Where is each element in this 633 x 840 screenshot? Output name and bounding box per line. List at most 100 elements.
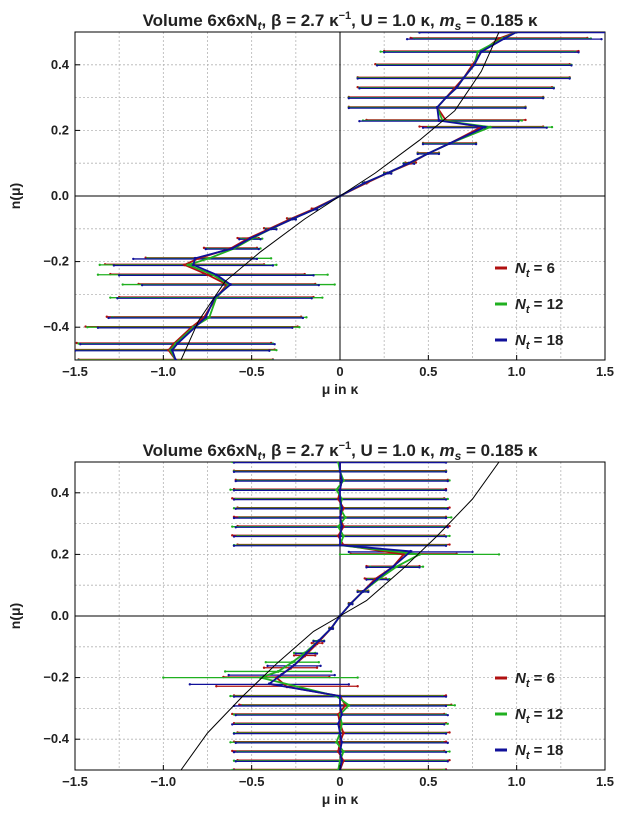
title-u: , U = 1.0 κ,	[351, 441, 439, 460]
legend-entry: Nt = 6	[515, 670, 555, 690]
legend-sub: t	[526, 268, 531, 280]
title-beta: , β = 2.7 κ	[262, 11, 340, 30]
title-beta: , β = 2.7 κ	[262, 441, 340, 460]
error-bar-cap	[96, 273, 100, 276]
error-bar-cap	[315, 666, 319, 669]
error-bar-cap	[444, 544, 448, 547]
error-bar-cap	[446, 526, 449, 529]
y-tick-label: 0.2	[51, 546, 69, 561]
title-sup: −1	[339, 10, 352, 22]
x-tick-label: 0.5	[419, 364, 437, 379]
error-bar-cap	[405, 37, 409, 41]
legend-entry: Nt = 18	[515, 742, 563, 762]
error-bar-cap	[446, 741, 449, 745]
data-point	[483, 125, 487, 129]
error-bar-cap	[86, 326, 89, 329]
data-point	[204, 315, 208, 319]
data-point	[338, 750, 342, 753]
data-point	[426, 151, 430, 155]
error-bar-cap	[474, 142, 478, 146]
legend-sub: t	[526, 714, 531, 726]
data-point	[338, 469, 342, 473]
title-end: = 0.185 κ	[461, 11, 538, 30]
error-bar-cap	[418, 125, 421, 128]
error-bar-cap	[347, 106, 351, 110]
error-bar-cap	[312, 274, 315, 277]
data-point	[338, 731, 342, 735]
error-bar-cap	[269, 257, 273, 260]
error-bar-cap	[413, 162, 416, 165]
title-prefix: Volume 6x6xN	[143, 11, 258, 30]
error-bar-cap	[444, 498, 448, 501]
legend-n: N	[515, 742, 527, 759]
error-bar-cap	[140, 283, 144, 287]
error-bar-cap	[418, 566, 421, 569]
error-bar-cap	[229, 694, 232, 698]
data-point	[338, 497, 342, 501]
data-point	[462, 76, 466, 80]
y-tick-label: 0.0	[51, 188, 69, 203]
data-point	[193, 256, 197, 260]
error-bar-cap	[117, 274, 121, 277]
data-point	[305, 651, 308, 655]
data-point	[338, 488, 342, 492]
data-point	[214, 273, 218, 277]
error-bar-cap	[444, 704, 448, 708]
error-bar-cap	[358, 119, 361, 123]
data-point	[448, 142, 451, 145]
title-m: m	[440, 441, 455, 460]
data-point	[476, 50, 480, 54]
data-point	[338, 534, 342, 538]
error-bar-cap	[232, 470, 236, 474]
error-bar-cap	[236, 236, 239, 240]
error-bar-cap	[232, 535, 236, 538]
error-bar-cap	[232, 750, 236, 754]
error-bar-cap	[600, 37, 603, 41]
error-bar-cap	[577, 51, 580, 54]
error-bar-cap	[497, 553, 501, 556]
error-bar-cap	[356, 590, 359, 594]
x-tick-label: 1.5	[596, 364, 614, 379]
error-bar-cap	[61, 348, 63, 350]
legend-n: N	[515, 332, 527, 349]
data-point	[342, 534, 345, 538]
error-bar-cap	[347, 550, 351, 554]
data-point	[338, 516, 342, 519]
error-bar-cap	[275, 228, 278, 231]
error-bar-cap	[570, 64, 573, 67]
error-bar-cap	[312, 640, 315, 643]
error-bar-cap	[365, 566, 368, 569]
data-point	[170, 348, 174, 352]
data-point	[455, 86, 458, 90]
error-bar-cap	[234, 760, 237, 763]
error-bar-cap	[271, 264, 275, 267]
x-tick-label: 0.5	[419, 774, 437, 789]
error-bar-cap	[231, 525, 234, 528]
error-bar-cap	[444, 470, 448, 474]
error-bar-cap	[292, 654, 296, 657]
x-tick-label: 0	[336, 774, 343, 789]
error-bar-cap	[232, 489, 236, 492]
y-tick-label: 0.4	[51, 57, 70, 72]
error-bar-cap	[446, 722, 449, 725]
error-bar-cap	[448, 543, 451, 546]
x-tick-label: 1.0	[508, 774, 526, 789]
title-end: = 0.185 κ	[461, 441, 538, 460]
legend-n: N	[515, 706, 527, 723]
error-bar-cap	[379, 50, 382, 53]
data-point	[395, 565, 398, 569]
error-bar-cap	[421, 126, 425, 129]
error-bar-cap	[232, 769, 236, 770]
error-bar-cap	[613, 31, 615, 33]
legend-value: = 18	[530, 742, 564, 759]
x-tick-label: 0	[336, 364, 343, 379]
data-point	[363, 181, 367, 185]
error-bar-cap	[444, 732, 448, 735]
error-bar-cap	[448, 758, 451, 762]
data-point	[191, 263, 195, 267]
error-bar-cap	[416, 152, 419, 156]
error-bar-cap	[305, 316, 308, 319]
error-bar-cap	[365, 578, 368, 581]
